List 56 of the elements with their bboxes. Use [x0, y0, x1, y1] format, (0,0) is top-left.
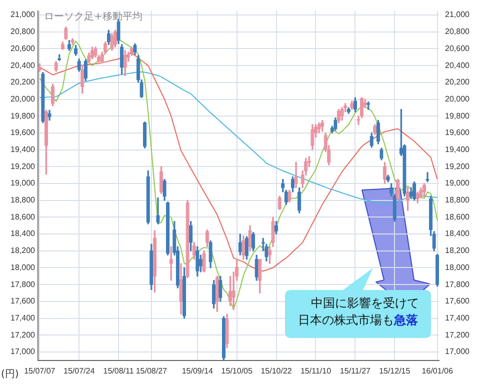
y2-tick-label: 20,200 [445, 78, 470, 87]
y-tick-label: 18,200 [10, 246, 36, 256]
y-tick-label: 20,000 [10, 94, 36, 104]
y-tick-label: 17,200 [10, 330, 36, 340]
y2-tick-label: 17,600 [445, 296, 470, 306]
x-tick-label: 15/12/15 [379, 366, 411, 376]
y-tick-label: 18,400 [10, 229, 36, 238]
y-tick-label: 20,600 [10, 44, 36, 53]
x-tick-label: 15/07/07 [24, 366, 56, 376]
annotation: 中国に影響を受けて日本の株式市場も急落 [297, 295, 420, 329]
x-tick-label: 15/11/27 [340, 366, 372, 376]
y2-tick-label: 18,200 [445, 246, 470, 256]
y-tick-label: 20,800 [10, 27, 36, 36]
chart-title: ローソク足+移動平均 [44, 10, 142, 22]
y-tick-label: 21,000 [10, 10, 36, 20]
y2-tick-label: 18,600 [445, 212, 470, 222]
y2-tick-label: 20,800 [445, 27, 470, 36]
x-tick-label: 16/01/06 [422, 366, 454, 376]
x-tick-label: 15/11/10 [300, 366, 332, 376]
y-tick-label: 17,400 [10, 313, 36, 322]
y2-tick-label: 18,800 [445, 196, 470, 205]
y-tick-label: 17,600 [10, 296, 36, 306]
y2-tick-label: 19,000 [445, 178, 470, 188]
y-tick-label: 19,800 [10, 111, 36, 120]
y2-tick-label: 18,000 [445, 262, 470, 272]
y-tick-label: 17,000 [10, 347, 36, 356]
y2-tick-label: 20,600 [445, 44, 470, 53]
y2-tick-label: 17,200 [445, 330, 470, 340]
y-tick-label: 19,400 [10, 145, 36, 154]
y2-tick-label: 19,200 [445, 162, 470, 171]
y2-tick-label: 19,600 [445, 128, 470, 138]
y-tick-label: 20,400 [10, 60, 36, 70]
y-tick-label: 19,600 [10, 128, 36, 138]
y-tick-label: 18,000 [10, 262, 36, 272]
y2-tick-label: 18,400 [445, 229, 470, 238]
y2-tick-label: 19,400 [445, 145, 470, 154]
y2-tick-label: 17,800 [445, 280, 470, 289]
x-tick-label: 15/08/27 [136, 366, 168, 376]
y2-tick-label: 20,000 [445, 94, 470, 104]
x-tick-label: 15/08/11 [103, 366, 134, 376]
y-tick-label: 20,200 [10, 78, 36, 87]
y2-tick-label: 17,000 [445, 347, 470, 356]
y-axis-title: (円) [1, 368, 19, 380]
y-tick-label: 19,000 [10, 178, 36, 188]
y-tick-label: 19,200 [10, 162, 36, 171]
y-tick-label: 18,600 [10, 212, 36, 222]
x-tick-label: 15/09/14 [182, 366, 214, 376]
x-tick-label: 15/07/24 [64, 366, 96, 376]
y2-tick-label: 19,800 [445, 111, 470, 120]
y-tick-label: 18,800 [10, 196, 36, 205]
y2-tick-label: 21,000 [445, 10, 470, 20]
y-tick-label: 17,800 [10, 280, 36, 289]
x-tick-label: 15/10/22 [260, 366, 292, 376]
y2-tick-label: 20,400 [445, 60, 470, 70]
y2-tick-label: 17,400 [445, 313, 470, 322]
x-tick-label: 15/10/05 [221, 366, 253, 376]
